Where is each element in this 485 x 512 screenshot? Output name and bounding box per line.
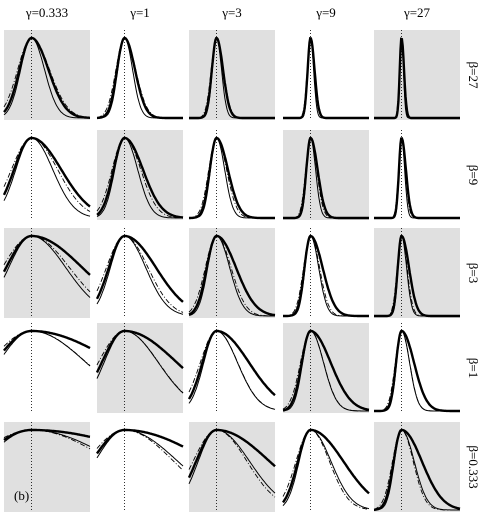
panel: [97, 130, 183, 220]
thick-curve: [283, 136, 369, 220]
thick-curve: [283, 234, 369, 318]
thick-curve: [374, 329, 460, 413]
row-label: β=0.333: [466, 445, 481, 488]
dashdot-curve: [3, 235, 91, 293]
thin-curve: [96, 330, 184, 394]
thick-curve: [3, 428, 91, 441]
panel-label: (b): [14, 488, 29, 503]
column-label: γ=1: [129, 5, 150, 20]
thin-curve: [188, 330, 276, 410]
dashdot-curve: [96, 137, 183, 219]
panel: [4, 422, 90, 512]
thin-curve: [283, 330, 369, 412]
panel: [97, 422, 183, 512]
dashdot-curve: [373, 429, 460, 511]
thick-curve: [3, 329, 91, 352]
thick-curve: [96, 428, 184, 455]
thin-curve: [373, 429, 460, 511]
dashdot-curve: [188, 429, 276, 498]
column-label: γ=0.333: [25, 5, 68, 20]
panel: [189, 422, 275, 512]
panel: [4, 228, 90, 318]
panel: [283, 228, 369, 318]
dashdot-curve: [3, 37, 91, 119]
panel: [189, 228, 275, 318]
row-label: β=27: [466, 62, 481, 89]
thick-curve: [187, 428, 276, 479]
thick-curve: [95, 329, 184, 374]
column-label: γ=9: [315, 5, 336, 20]
thin-curve: [282, 429, 370, 510]
thick-curve: [2, 136, 91, 208]
thick-curve: [374, 37, 460, 120]
panel: [374, 30, 460, 120]
thin-curve: [96, 235, 184, 315]
dashdot-curve: [282, 429, 370, 510]
thick-curve: [282, 428, 370, 504]
thick-curve: [189, 136, 275, 220]
panel: [97, 323, 183, 413]
thick-curve: [188, 234, 276, 317]
panel: [283, 130, 369, 220]
panel: [97, 228, 183, 318]
thin-curve: [188, 235, 275, 317]
panel: [4, 130, 90, 220]
thin-curve: [188, 429, 276, 494]
thick-curve: [282, 329, 370, 412]
dashdot-curve: [3, 137, 91, 212]
thick-curve: [96, 136, 184, 219]
column-label: γ=3: [221, 5, 242, 20]
thick-curve: [374, 428, 461, 511]
dashdot-curve: [96, 235, 184, 313]
thin-curve: [3, 137, 91, 217]
thick-curve: [3, 36, 90, 119]
panel: [283, 30, 369, 120]
panel: [374, 130, 460, 220]
row-label: β=9: [466, 165, 481, 185]
panel: [189, 30, 275, 120]
thick-curve: [2, 234, 91, 276]
thick-curve: [97, 36, 183, 120]
thick-curve: [95, 234, 184, 303]
thick-curve: [374, 137, 460, 220]
thick-curve: [374, 234, 460, 318]
panel: [283, 323, 369, 413]
thin-curve: [96, 137, 183, 219]
panel: [189, 130, 275, 220]
thick-curve: [283, 37, 369, 120]
thick-curve: [187, 329, 276, 400]
row-label: β=3: [466, 263, 481, 283]
thin-curve: [3, 37, 90, 119]
panel: [4, 323, 90, 413]
thick-curve: [189, 37, 275, 120]
column-label: γ=27: [403, 5, 431, 20]
row-label: β=1: [466, 358, 481, 378]
